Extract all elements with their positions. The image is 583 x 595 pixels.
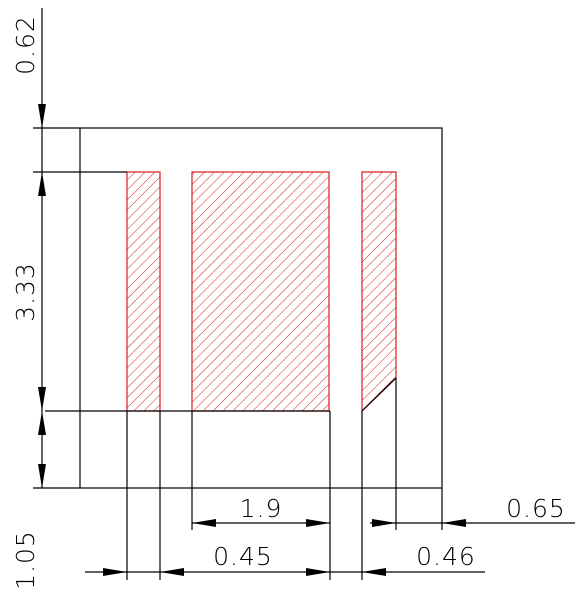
hatched-region-right (361, 171, 397, 413)
right-slant-line (361, 377, 397, 412)
dim-center-width: 1.9 (240, 494, 283, 523)
arrow-right-gap (372, 519, 396, 527)
dim-right-gap: 0.46 (416, 542, 476, 571)
dim-top-offset: 0.62 (11, 15, 40, 75)
arrow-lower-center-right (306, 568, 330, 576)
dim-left-gap: 0.45 (213, 542, 273, 571)
arrow-center-left (192, 519, 216, 527)
outer-frame (79, 127, 443, 489)
arrow-top-offset (38, 104, 46, 128)
hatched-region-left (126, 171, 161, 412)
arrow-bottom-end (38, 464, 46, 488)
dim-height: 3.33 (11, 262, 40, 322)
arrow-height-bottom (38, 387, 46, 411)
arrow-lower-right-gap (362, 568, 386, 576)
hatched-region-center (191, 171, 330, 412)
arrow-right-margin (442, 519, 466, 527)
arrow-left-gap-right (160, 568, 184, 576)
dim-right-margin: 0.65 (506, 494, 566, 523)
arrow-bottom-top (38, 411, 46, 435)
arrow-height-top (38, 172, 46, 196)
dim-bottom-offset: 1.05 (11, 530, 40, 590)
arrow-center-right (306, 519, 330, 527)
arrow-left-gap-left (103, 568, 127, 576)
